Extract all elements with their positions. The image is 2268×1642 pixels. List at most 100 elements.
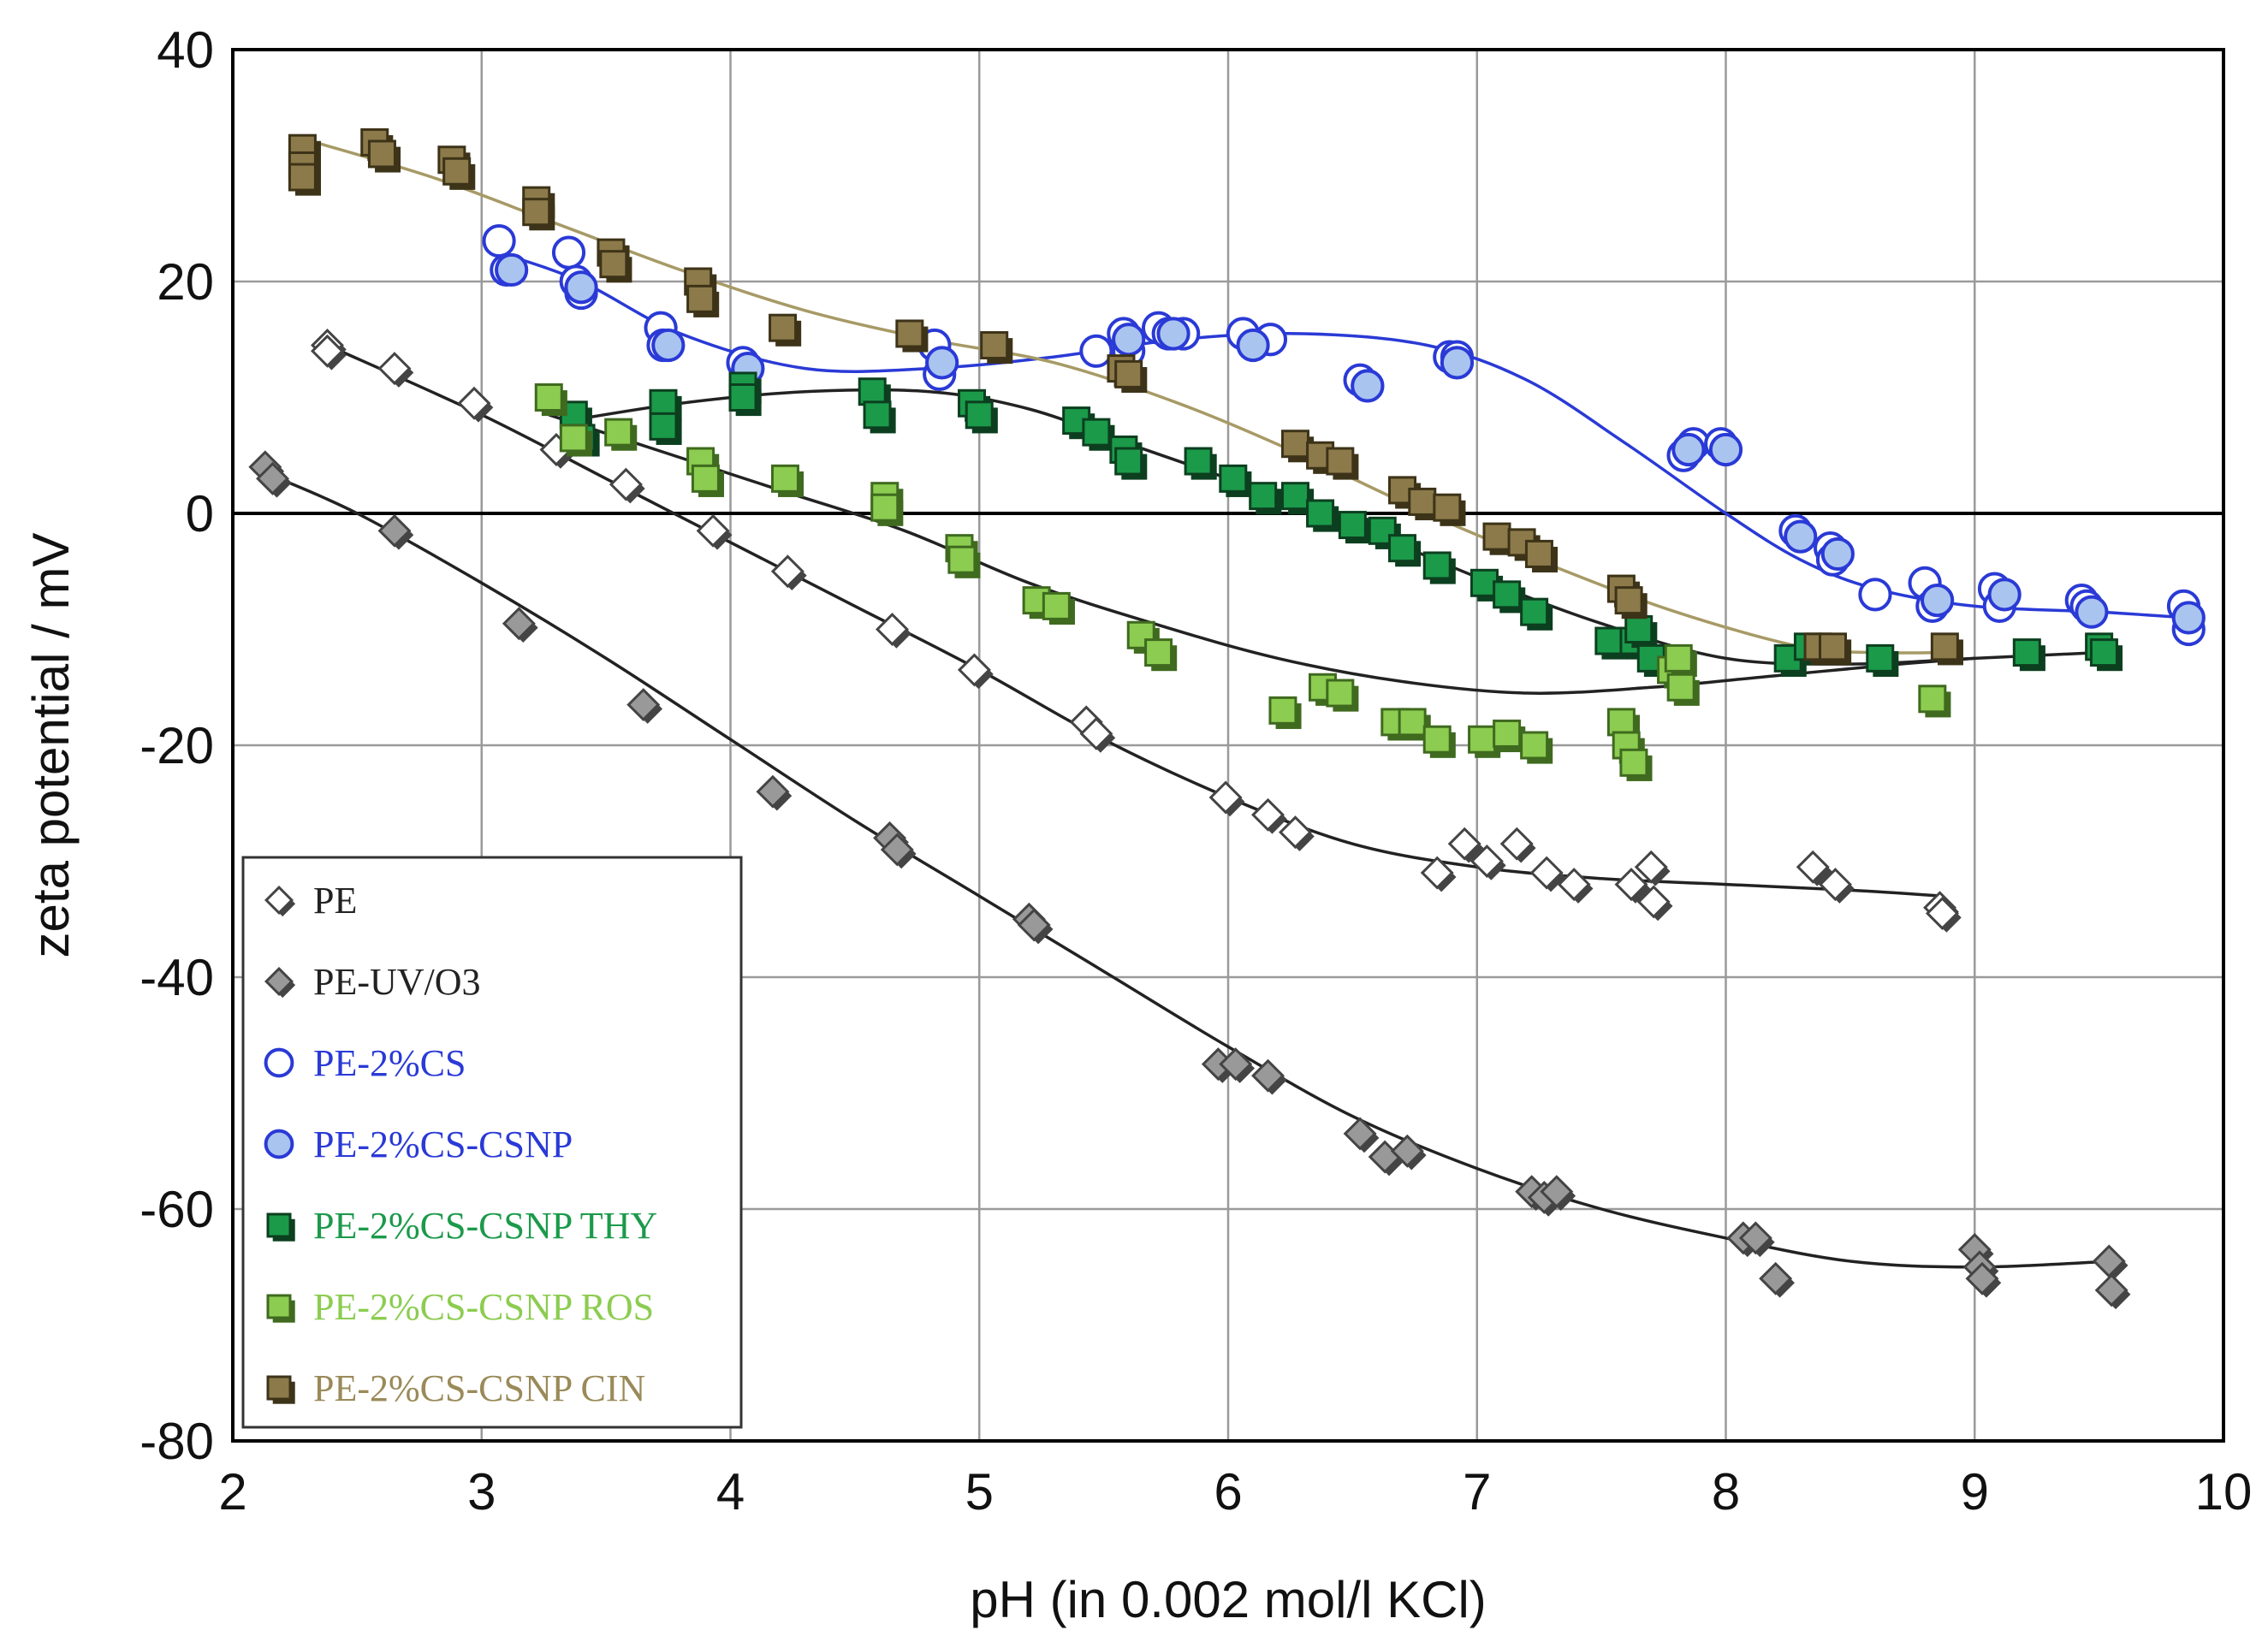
data-point-0-15 [1420, 856, 1457, 892]
data-point-1-13 [1343, 1117, 1380, 1153]
x-tick-label: 6 [1214, 1463, 1242, 1520]
x-tick-label: 10 [2195, 1463, 2253, 1520]
data-point-1-9 [1017, 908, 1054, 945]
data-point-5-1 [559, 424, 592, 457]
y-tick-label: 0 [186, 485, 214, 542]
data-point-0-6 [696, 513, 733, 550]
data-point-0-12 [1208, 780, 1245, 817]
fit-curve-1 [264, 471, 2112, 1269]
data-point-6-22 [1408, 487, 1441, 521]
data-point-5-9 [947, 545, 981, 578]
legend-label-6: PE-2%CS-CSNP CIN [313, 1367, 645, 1409]
y-tick-labels: 40 20 0 -20 -40 -60 -80 [140, 21, 214, 1470]
legend-marker-3 [264, 1129, 294, 1159]
data-point-5-14 [1268, 696, 1302, 729]
data-point-3-0 [495, 252, 529, 287]
y-axis-label: zeta potential / mV [22, 533, 80, 958]
legend: PE PE-UV/O3 PE-2%CS PE-2%CS-CSNP PE-2%CS-CSN… [241, 856, 743, 1429]
data-point-6-8 [522, 198, 555, 231]
data-point-1-3 [502, 607, 538, 643]
data-point-0-5 [609, 467, 645, 504]
fit-curve-0 [326, 343, 1943, 898]
y-tick-label: -40 [140, 949, 214, 1006]
data-point-5-2 [604, 418, 638, 451]
data-point-5-7 [870, 493, 904, 526]
data-point-1-15 [1390, 1134, 1427, 1171]
data-point-4-33 [2012, 638, 2045, 672]
data-point-6-15 [980, 331, 1013, 365]
data-point-0-22 [1634, 850, 1671, 886]
data-point-2-28 [1858, 578, 1892, 612]
data-point-4-2 [649, 388, 682, 422]
data-point-3-8 [1351, 369, 1385, 403]
data-point-6-6 [442, 157, 476, 190]
data-point-6-31 [1930, 632, 1963, 666]
data-point-4-32 [1866, 643, 1899, 677]
data-point-5-16 [1326, 679, 1359, 712]
data-point-4-22 [1422, 551, 1456, 584]
legend-label-0: PE [313, 880, 357, 922]
data-point-4-25 [1520, 597, 1553, 631]
data-point-6-26 [1524, 539, 1559, 573]
legend-marker-2 [264, 1047, 294, 1078]
data-point-5-5 [770, 464, 804, 497]
data-point-4-7 [863, 400, 896, 434]
data-point-0-13 [1251, 797, 1287, 834]
data-point-5-29 [1918, 685, 1951, 718]
data-point-1-2 [377, 513, 414, 550]
data-point-2-10 [1079, 334, 1113, 368]
data-point-6-28 [1614, 586, 1648, 619]
legend-marker-6 [266, 1375, 295, 1404]
data-point-3-11 [1708, 432, 1743, 467]
fit-curve-6 [294, 134, 1950, 655]
data-point-5-11 [1042, 591, 1075, 625]
data-point-0-23 [1636, 885, 1673, 922]
y-tick-label: 40 [157, 21, 214, 79]
data-point-0-1 [311, 334, 347, 370]
data-point-6-12 [686, 284, 720, 317]
data-point-0-17 [1469, 845, 1506, 880]
data-point-5-27 [1664, 643, 1697, 677]
data-point-4-35 [2089, 638, 2123, 672]
data-point-1-24 [1965, 1261, 2002, 1298]
data-point-3-6 [1156, 317, 1190, 351]
data-point-0-24 [1796, 850, 1832, 886]
series-0 [311, 329, 1962, 933]
data-point-3-10 [1671, 432, 1706, 467]
legend-marker-0 [264, 885, 296, 917]
data-point-1-12 [1251, 1058, 1287, 1095]
data-point-3-5 [1112, 323, 1146, 357]
data-point-3-15 [1987, 578, 2022, 612]
data-point-4-3 [649, 412, 682, 445]
data-point-0-8 [876, 613, 911, 649]
data-point-0-25 [1818, 868, 1855, 904]
series-6 [288, 127, 1963, 666]
legend-label-5: PE-2%CS-CSNP ROS [313, 1286, 654, 1328]
data-point-0-11 [1079, 716, 1116, 753]
data-point-3-17 [2171, 601, 2206, 635]
data-point-6-14 [895, 319, 929, 353]
data-point-4-24 [1493, 580, 1526, 614]
fit-curve-2 [498, 251, 2187, 619]
x-tick-label: 7 [1463, 1463, 1491, 1520]
x-tick-label: 4 [716, 1463, 745, 1520]
data-point-4-15 [1219, 464, 1252, 497]
series-1 [248, 450, 2131, 1310]
data-point-6-30 [1819, 632, 1852, 666]
data-point-5-20 [1468, 725, 1501, 758]
data-point-6-4 [367, 139, 401, 173]
legend-box [241, 856, 743, 1429]
data-point-6-2 [288, 163, 322, 196]
series-3 [495, 252, 2206, 635]
legend-marker-5 [266, 1294, 295, 1323]
data-point-1-11 [1219, 1047, 1256, 1083]
y-tick-label: -80 [140, 1413, 214, 1470]
data-point-5-0 [534, 383, 567, 417]
data-point-5-19 [1422, 725, 1456, 758]
data-point-0-2 [377, 352, 414, 388]
data-point-5-28 [1666, 673, 1700, 706]
data-point-1-7 [880, 833, 917, 869]
data-point-0-27 [1925, 896, 1962, 933]
x-axis-label: pH (in 0.002 mol/l KCl) [970, 1571, 1487, 1628]
